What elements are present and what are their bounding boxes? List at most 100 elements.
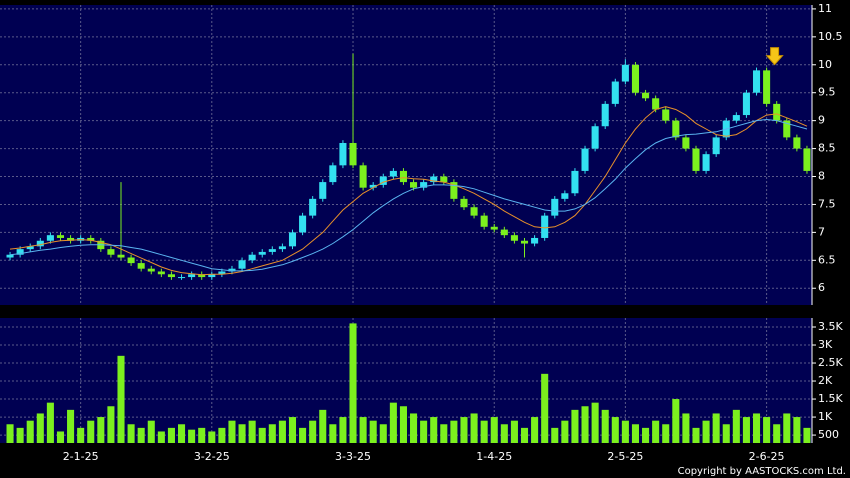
volume-bar: [571, 409, 579, 443]
candle-body: [500, 229, 508, 236]
volume-bar: [369, 420, 377, 443]
candle-body: [732, 115, 740, 121]
y-tick-label: 10: [818, 58, 832, 71]
volume-bar: [682, 413, 690, 443]
candle-body: [611, 81, 619, 104]
volume-bar: [36, 413, 44, 443]
candle-body: [399, 170, 407, 183]
candle-body: [410, 182, 418, 188]
volume-bar: [783, 413, 791, 443]
volume-bar: [510, 420, 518, 443]
volume-bar: [662, 424, 670, 443]
volume-bar: [460, 417, 468, 443]
candle-body: [389, 170, 397, 177]
volume-bar: [208, 431, 216, 443]
volume-bar: [591, 402, 599, 443]
volume-bar: [389, 402, 397, 443]
volume-bar: [329, 424, 337, 443]
volume-bar: [248, 420, 256, 443]
candle-body: [460, 198, 468, 208]
candle-body: [692, 148, 700, 171]
volume-bar: [319, 409, 327, 443]
y-tick-label: 9: [818, 114, 825, 127]
candle-body: [793, 137, 801, 149]
y-tick-label: 8.5: [818, 142, 836, 155]
volume-bar: [631, 424, 639, 443]
y-tick-label: 1.5K: [818, 392, 843, 405]
volume-bar: [551, 427, 559, 443]
candle-body: [591, 126, 599, 149]
candle-body: [581, 148, 589, 171]
volume-bar: [500, 424, 508, 443]
volume-bar: [541, 373, 549, 443]
volume-bar: [309, 420, 317, 443]
volume-bar: [763, 417, 771, 443]
volume-bar: [470, 413, 478, 443]
volume-bar: [299, 427, 307, 443]
candle-body: [702, 154, 710, 171]
volume-bar: [712, 413, 720, 443]
volume-bar: [6, 424, 14, 443]
y-tick-label: 11: [818, 2, 832, 15]
volume-bar: [67, 409, 75, 443]
candle-body: [288, 232, 297, 247]
volume-bar: [531, 417, 539, 443]
candle-body: [228, 268, 236, 272]
candle-body: [450, 182, 458, 199]
volume-bar: [56, 431, 65, 443]
candle-body: [621, 64, 629, 82]
volume-bar: [238, 424, 246, 443]
y-tick-label: 500: [818, 428, 839, 441]
candle-body: [268, 249, 276, 252]
volume-bar: [127, 424, 135, 443]
y-tick-label: 7: [818, 225, 825, 238]
candle-body: [531, 237, 539, 244]
y-tick-label: 7.5: [818, 197, 836, 210]
volume-bar: [621, 420, 629, 443]
candle-body: [147, 268, 155, 272]
volume-bar: [611, 417, 619, 443]
candle-body: [359, 165, 367, 188]
volume-bar: [258, 427, 266, 443]
candle-body: [773, 103, 781, 121]
volume-bar: [228, 420, 236, 443]
candle-body: [652, 98, 660, 110]
candle-body: [561, 193, 569, 199]
candle-body: [631, 64, 639, 93]
volume-bar: [147, 420, 155, 443]
volume-bar: [268, 424, 276, 443]
candle-body: [6, 254, 14, 258]
volume-bar: [722, 424, 730, 443]
y-tick-label: 8: [818, 170, 825, 183]
y-tick-label: 2.5K: [818, 356, 843, 369]
volume-bar: [87, 420, 95, 443]
candle-body: [248, 254, 256, 261]
candle-body: [208, 274, 216, 278]
candle-body: [420, 182, 428, 188]
candle-body: [551, 198, 559, 216]
y-tick-label: 6: [818, 281, 825, 294]
x-tick-label: 2-5-25: [607, 450, 643, 463]
volume-bar: [167, 427, 175, 443]
y-tick-label: 9.5: [818, 86, 836, 99]
candle-body: [510, 235, 518, 241]
candle-body: [117, 254, 125, 258]
volume-bar: [218, 427, 226, 443]
volume-bar: [803, 427, 811, 443]
candle-body: [783, 120, 791, 138]
x-tick-label: 2-1-25: [63, 450, 99, 463]
candle-body: [87, 237, 95, 241]
marker-arrow: [765, 47, 784, 66]
y-tick-label: 2K: [818, 374, 833, 387]
candle-body: [56, 235, 65, 238]
volume-bar: [349, 323, 357, 443]
candle-body: [258, 251, 266, 255]
candle-body: [712, 137, 720, 155]
moving-average-line: [9, 118, 808, 272]
volume-bar: [440, 424, 448, 443]
candle-body: [672, 120, 680, 138]
volume-bar: [732, 409, 740, 443]
volume-bar: [198, 427, 206, 443]
candle-body: [571, 170, 579, 194]
